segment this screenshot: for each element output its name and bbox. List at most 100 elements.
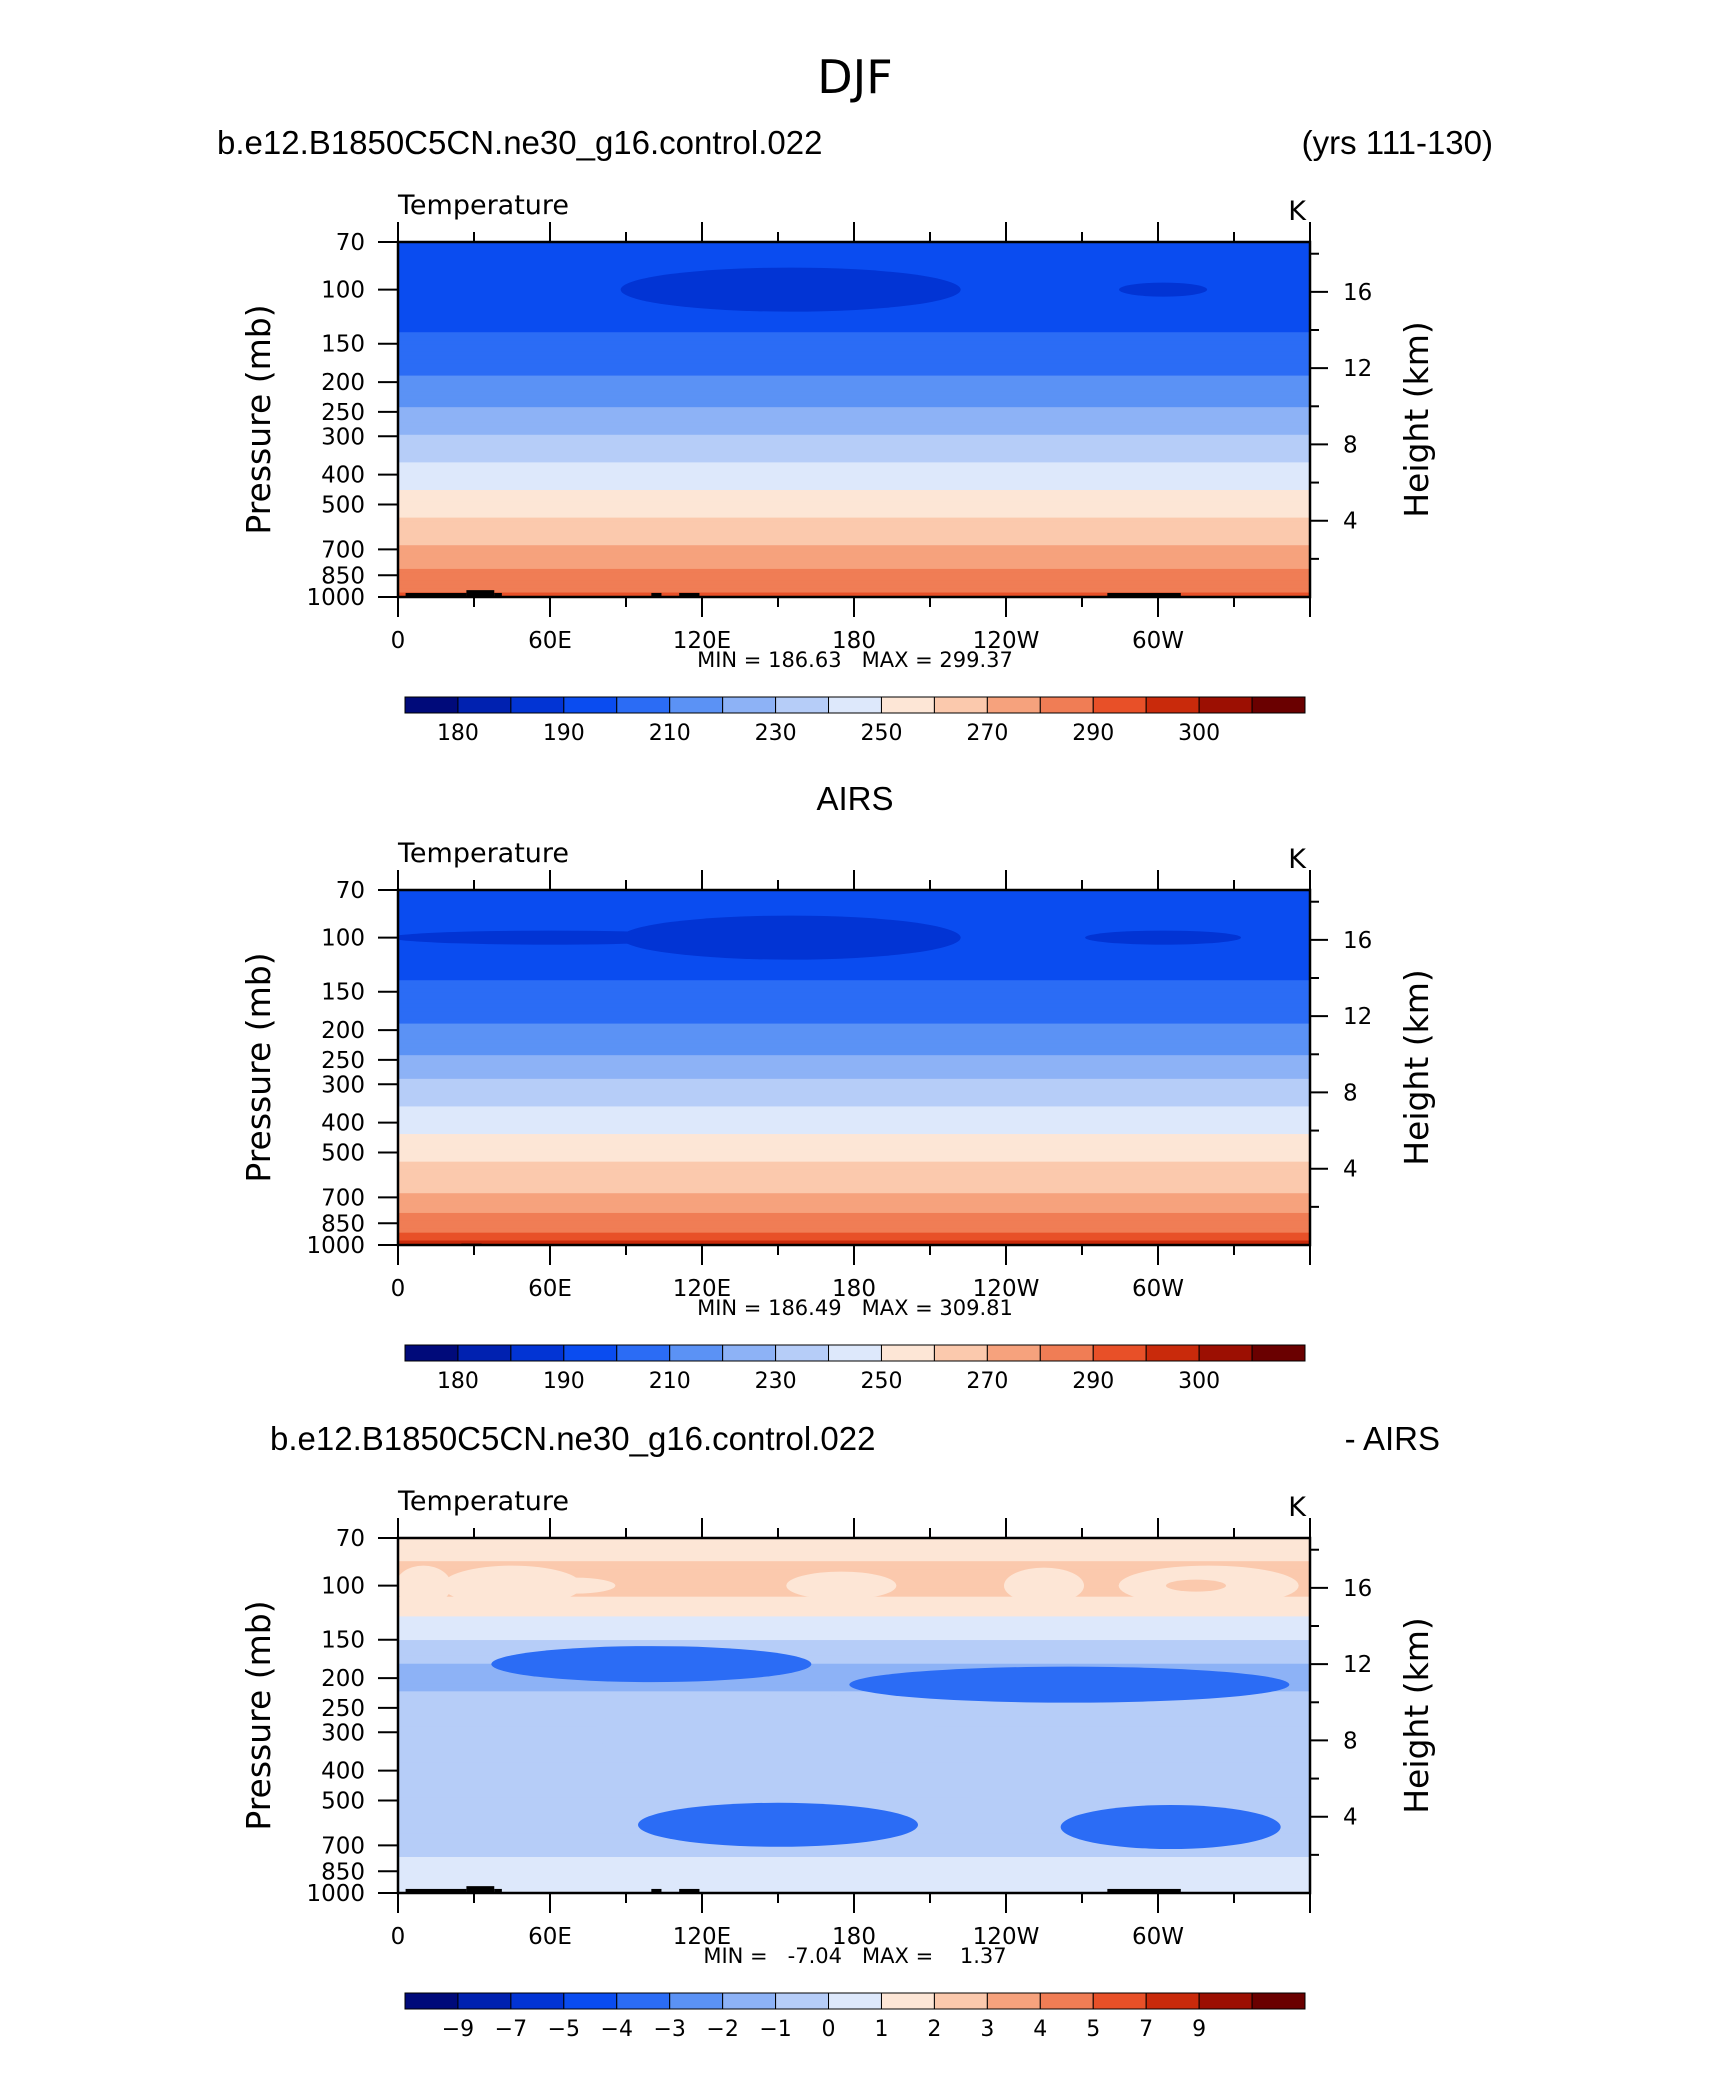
contour-band xyxy=(398,1667,1310,1673)
y-tick-label: 200 xyxy=(321,370,365,396)
contour-band xyxy=(398,1778,1310,1784)
contour-band xyxy=(398,1608,1310,1614)
contour-band xyxy=(398,1675,1310,1681)
colorbar-swatch xyxy=(986,696,1041,714)
colorbar-label: 290 xyxy=(1072,721,1114,746)
warm-bias-region xyxy=(1166,1579,1226,1592)
contour-band xyxy=(398,242,1310,247)
colorbar-swatch xyxy=(669,1992,724,2010)
units-label: K xyxy=(1288,196,1307,227)
contour-band xyxy=(398,960,1310,966)
panel-1: b.e12.B1850C5CN.ne30_g16.control.022 (yrs… xyxy=(217,124,1493,746)
contour-band xyxy=(398,1035,1310,1041)
y-tick-label: 500 xyxy=(321,492,365,518)
contour-band xyxy=(398,1640,1310,1645)
contour-band xyxy=(398,913,1310,919)
contour-band xyxy=(398,1023,1310,1029)
topography-block xyxy=(679,1888,700,1893)
contour-band xyxy=(398,383,1310,389)
colorbar-swatch xyxy=(722,696,777,714)
contour-band xyxy=(398,897,1310,903)
x-tick-label: 180 xyxy=(832,1276,876,1302)
height-tick-label: 4 xyxy=(1343,1805,1358,1831)
contour-band xyxy=(398,517,1310,523)
colorbar-swatch xyxy=(1145,696,1200,714)
contour-band xyxy=(398,1114,1310,1120)
colorbar-swatch xyxy=(1251,1344,1306,1362)
contour-band xyxy=(398,454,1310,460)
contour-band xyxy=(398,561,1310,566)
contour-band xyxy=(398,1003,1310,1009)
contour-band xyxy=(398,1687,1310,1693)
pressure-axis-label: Pressure (mb) xyxy=(239,952,278,1182)
contour-band xyxy=(398,1039,1310,1045)
contour-band xyxy=(398,501,1310,507)
min-max-label: MIN = 186.49 MAX = 309.81 xyxy=(697,1296,1013,1320)
cold-bias-region xyxy=(1060,1805,1281,1850)
colorbar-swatch xyxy=(1039,1344,1094,1362)
cold-core-region xyxy=(1085,930,1242,945)
contour-band xyxy=(398,1070,1310,1076)
colorbar-swatch xyxy=(1092,696,1147,714)
contour-band xyxy=(398,474,1310,480)
contour-band xyxy=(398,1063,1310,1068)
topography-block xyxy=(466,590,495,597)
contour-band xyxy=(398,1051,1310,1057)
topography-block xyxy=(651,1888,662,1893)
contour-band xyxy=(398,324,1310,330)
contour-band xyxy=(398,1651,1310,1657)
contour-band xyxy=(398,399,1310,405)
contour-band xyxy=(398,316,1310,322)
colorbar-label: −1 xyxy=(759,2017,791,2042)
bias-region xyxy=(968,1744,1099,1829)
contour-band xyxy=(398,905,1310,911)
colorbar-swatch xyxy=(1251,696,1306,714)
height-tick-label: 16 xyxy=(1343,1576,1372,1602)
contour-band xyxy=(398,509,1310,515)
colorbar-swatch xyxy=(828,696,882,714)
contour-band xyxy=(398,1561,1310,1567)
contour-band xyxy=(398,1801,1310,1807)
contour-band xyxy=(398,980,1310,986)
contour-band xyxy=(398,1173,1310,1179)
panel-title-left: b.e12.B1850C5CN.ne30_g16.control.022 xyxy=(270,1420,875,1457)
y-tick-label: 400 xyxy=(321,463,365,489)
contour-band xyxy=(398,557,1310,562)
contour-band xyxy=(398,999,1310,1005)
colorbar-swatch xyxy=(775,696,830,714)
contour-band xyxy=(398,1216,1310,1222)
contour-band xyxy=(398,438,1310,444)
height-axis-label: Height (km) xyxy=(1397,1617,1436,1814)
contour-band xyxy=(398,1110,1310,1116)
colorbar-swatch xyxy=(1145,1992,1200,2010)
contour-band xyxy=(398,572,1310,578)
contour-band xyxy=(398,1624,1310,1630)
contour-band xyxy=(398,1659,1310,1665)
colorbar-swatch xyxy=(775,1344,830,1362)
contour-band xyxy=(398,1149,1310,1155)
colorbar-label: 270 xyxy=(966,721,1008,746)
colorbar-swatch xyxy=(563,696,618,714)
colorbar-swatch xyxy=(510,1344,565,1362)
contour-band xyxy=(398,1106,1310,1112)
y-tick-label: 1000 xyxy=(306,1233,365,1259)
cold-core-region xyxy=(620,267,961,312)
contour-band xyxy=(398,1671,1310,1677)
contour-band xyxy=(398,592,1310,597)
contour-band xyxy=(398,1031,1310,1037)
units-label: K xyxy=(1288,844,1307,875)
y-tick-label: 70 xyxy=(336,878,365,904)
colorbar-label: 250 xyxy=(860,721,902,746)
x-tick-label: 60E xyxy=(528,628,572,654)
contour-band xyxy=(398,253,1310,259)
contour-band xyxy=(398,391,1310,397)
colorbar-swatch xyxy=(880,1992,935,2010)
contour-band xyxy=(398,332,1310,338)
topography-block xyxy=(651,592,662,597)
x-tick-label: 120E xyxy=(673,628,731,654)
colorbar-label: 190 xyxy=(543,1369,585,1394)
contour-band xyxy=(398,1027,1310,1033)
x-tick-label: 120W xyxy=(973,628,1040,654)
y-tick-label: 250 xyxy=(321,1696,365,1722)
contour-band xyxy=(398,320,1310,326)
